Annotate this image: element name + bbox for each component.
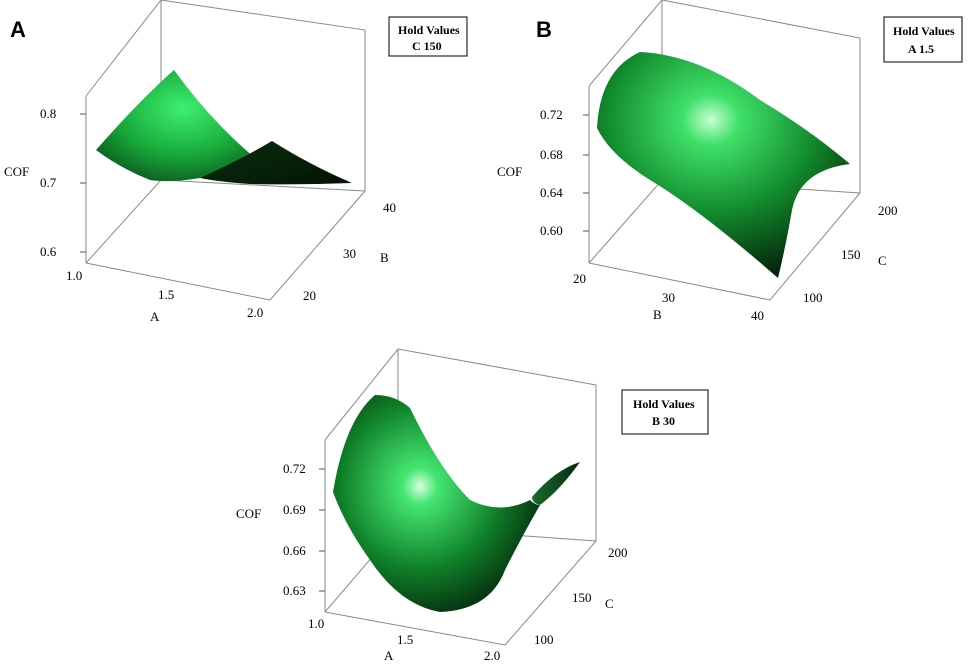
y-tick-label: 100 [803,290,823,305]
x-axis-label: B [653,307,662,322]
surface-back [532,462,580,505]
z-tick-label: 0.72 [283,461,306,476]
surface-front [333,395,540,612]
hold-values-box [388,16,468,57]
z-tick-label: 0.68 [540,147,563,162]
z-axis-label: COF [497,164,522,179]
surface [597,52,850,278]
y-tick-label: 40 [383,200,396,215]
y-tick-label: 20 [303,288,316,303]
panel-b: B 0.72 0.68 0.64 0.60 COF 20 30 40 B 100… [497,0,963,323]
x-tick-label: 1.5 [158,287,174,302]
frame-edge [85,0,162,97]
panel-b-letter: B [536,17,552,42]
hold-values-box [621,389,709,435]
y-axis-label: C [878,253,887,268]
x-tick-label: 20 [573,271,586,286]
y-axis-label: C [605,596,614,611]
frame-edge [588,0,861,193]
z-tick-label: 0.6 [40,244,57,259]
y-tick-label: 150 [572,590,592,605]
x-tick-label: 30 [662,290,675,305]
x-axis-label: A [384,648,394,663]
y-axis-label: B [380,250,389,265]
surface-front [96,70,255,182]
frame-edge [324,540,597,646]
z-tick-label: 0.63 [283,583,306,598]
z-tick-label: 0.60 [540,223,563,238]
frame-edge [85,190,366,301]
z-axis-label: COF [236,506,261,521]
hold-values-box [883,16,963,63]
y-tick-label: 100 [534,632,554,647]
x-axis-label: A [150,309,160,324]
x-tick-label: 2.0 [247,305,263,320]
z-tick-label: 0.64 [540,185,563,200]
frame-edge [324,348,597,541]
panel-c: 0.72 0.69 0.66 0.63 COF 1.0 1.5 2.0 A 10… [236,348,709,663]
z-tick-label: 0.69 [283,502,306,517]
y-tick-label: 30 [343,246,356,261]
z-axis-label: COF [4,164,29,179]
y-tick-label: 150 [841,247,861,262]
z-tick-label: 0.66 [283,543,306,558]
frame-edge [160,0,366,191]
surface-back [200,141,352,185]
z-tick-label: 0.72 [540,107,563,122]
x-tick-label: 1.5 [397,632,413,647]
panel-a-letter: A [10,17,26,42]
frame-edge [588,192,861,301]
x-tick-label: 1.0 [66,268,82,283]
z-tick-label: 0.7 [40,175,57,190]
hold-values-title: Hold Values [398,23,460,37]
hold-values-text: C 150 [412,39,442,53]
y-tick-label: 200 [608,545,628,560]
hold-values-text: A 1.5 [908,42,934,56]
frame-edge [85,179,366,264]
hold-values-text: B 30 [652,414,675,428]
hold-values-title: Hold Values [633,397,695,411]
z-tick-label: 0.8 [40,106,56,121]
x-tick-label: 1.0 [308,616,324,631]
y-tick-label: 200 [878,203,898,218]
x-tick-label: 2.0 [484,648,500,663]
x-tick-label: 40 [751,308,764,323]
hold-values-title: Hold Values [893,24,955,38]
panel-a: A 0.8 0.7 0.6 COF 1.0 1.5 2.0 A 20 30 40… [4,0,468,324]
